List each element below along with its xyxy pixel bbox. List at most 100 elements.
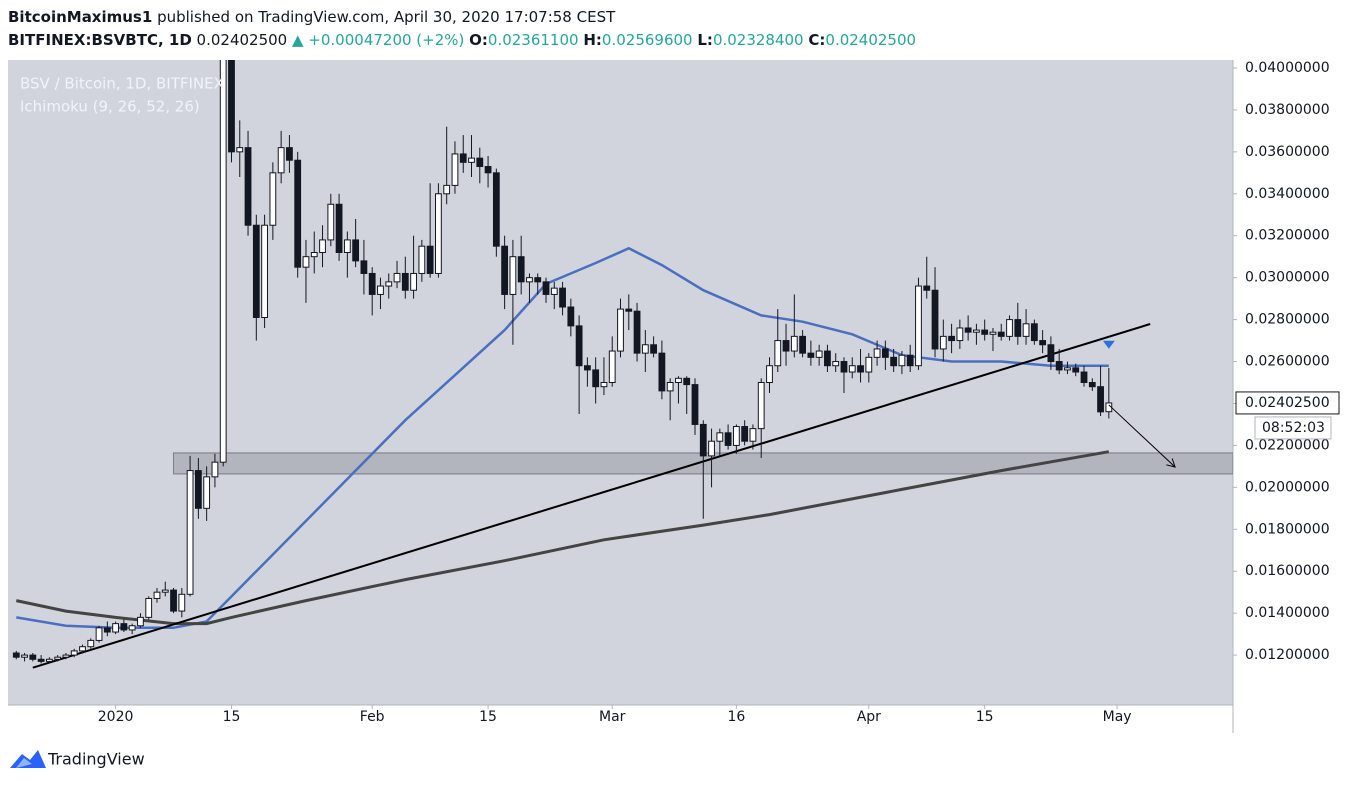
candle-body: [244, 147, 252, 226]
candle-body: [824, 350, 831, 367]
chart-title: BSV / Bitcoin, 1D, BITFINEX: [20, 75, 224, 93]
candle-body: [650, 344, 658, 354]
candle-body: [21, 654, 28, 658]
header-line1: BitcoinMaximus1 published on TradingView…: [8, 6, 916, 29]
candle-body: [103, 627, 111, 633]
candle-body: [12, 652, 20, 658]
candle-body: [857, 365, 864, 373]
candle-body: [749, 428, 757, 442]
x-tick-label: 15: [976, 709, 994, 725]
candle-body: [228, 60, 235, 153]
candle-body: [906, 354, 914, 367]
candle-body: [219, 60, 227, 463]
published: published on TradingView.com, April 30, …: [157, 8, 616, 26]
candle-body: [757, 382, 765, 430]
y-tick-label: 0.02800000: [1245, 312, 1330, 328]
y-tick-label: 0.01800000: [1245, 521, 1330, 537]
candle-body: [252, 224, 260, 318]
author: BitcoinMaximus1: [8, 8, 153, 26]
candle-body: [153, 591, 161, 599]
candle-body: [459, 153, 467, 163]
candle-body: [1064, 367, 1071, 371]
chart-subtitle: Ichimoku (9, 26, 52, 26): [20, 98, 200, 116]
candle-body: [790, 335, 798, 352]
arrow: [1108, 404, 1176, 468]
header-line2: BITFINEX:BSVBTC, 1D 0.02402500 ▲ +0.0004…: [8, 29, 916, 52]
candle-body: [898, 354, 906, 367]
moving-average: [15, 450, 1110, 626]
candle-body: [583, 365, 591, 371]
candle-body: [881, 348, 889, 358]
candle-body: [120, 623, 128, 631]
plot: [12, 60, 1233, 669]
candle-body: [600, 382, 608, 388]
trendline: [32, 323, 1151, 669]
candle-body: [352, 239, 360, 262]
candle-body: [401, 272, 409, 291]
open: 0.02361100: [487, 31, 579, 49]
y-tick-label: 0.03200000: [1245, 228, 1330, 244]
candle-body: [302, 256, 310, 268]
candle-body: [832, 361, 840, 367]
candle-body: [699, 423, 707, 457]
candle-body: [815, 350, 823, 358]
countdown: 08:52:03: [1262, 420, 1325, 436]
candle-body: [890, 356, 898, 367]
candle-body: [161, 589, 169, 593]
candle-body: [418, 245, 426, 274]
candle-body: [716, 432, 724, 442]
candle-body: [641, 344, 649, 354]
footer-brand: TradingView: [47, 750, 145, 769]
price-label: 0.02402500: [1245, 395, 1330, 411]
candle-body: [617, 308, 624, 352]
candle-body: [534, 277, 542, 283]
candle-body: [1014, 319, 1022, 337]
candle-body: [1030, 323, 1038, 342]
candle-body: [261, 224, 268, 318]
candle-body: [915, 285, 922, 367]
candle-body: [732, 426, 740, 446]
candle-body: [1022, 323, 1030, 337]
candle-body: [559, 287, 566, 308]
candle-body: [137, 616, 144, 627]
change: ▲ +0.00047200 (+2%): [292, 31, 465, 49]
candle-body: [476, 157, 484, 168]
candle-body: [70, 650, 78, 656]
candle-body: [592, 369, 600, 388]
candle-body: [29, 654, 37, 660]
candle-body: [62, 654, 70, 658]
candle-body: [1039, 340, 1047, 346]
candle-body: [426, 245, 434, 274]
candle-body: [37, 658, 45, 662]
candle-body: [865, 356, 873, 373]
candle-body: [948, 335, 955, 342]
y-tick-label: 0.01600000: [1245, 563, 1330, 579]
low: 0.02328400: [712, 31, 804, 49]
y-tick-label: 0.01200000: [1245, 647, 1330, 663]
y-tick-label: 0.03800000: [1245, 102, 1330, 118]
candle-body: [194, 470, 202, 509]
candle-body: [145, 597, 153, 618]
candle-body: [766, 365, 773, 384]
logo: [10, 750, 46, 768]
candle-body: [45, 658, 53, 662]
candle-body: [542, 281, 550, 295]
candle-body: [691, 384, 699, 425]
x-tick-label: Apr: [857, 709, 881, 725]
candle-body: [997, 331, 1005, 337]
x-tick-label: 15: [223, 709, 241, 725]
candle-body: [343, 239, 351, 253]
y-tick-label: 0.03000000: [1245, 270, 1330, 286]
x-tick-label: Feb: [360, 709, 385, 725]
candle-body: [550, 287, 558, 295]
candle-body: [683, 377, 691, 386]
candle-body: [443, 184, 451, 195]
candle-body: [294, 159, 302, 268]
candle-body: [724, 432, 732, 446]
candle-body: [368, 272, 376, 295]
x-tick-label: 15: [479, 709, 497, 725]
candle-body: [807, 352, 815, 358]
candle-body: [848, 365, 856, 373]
